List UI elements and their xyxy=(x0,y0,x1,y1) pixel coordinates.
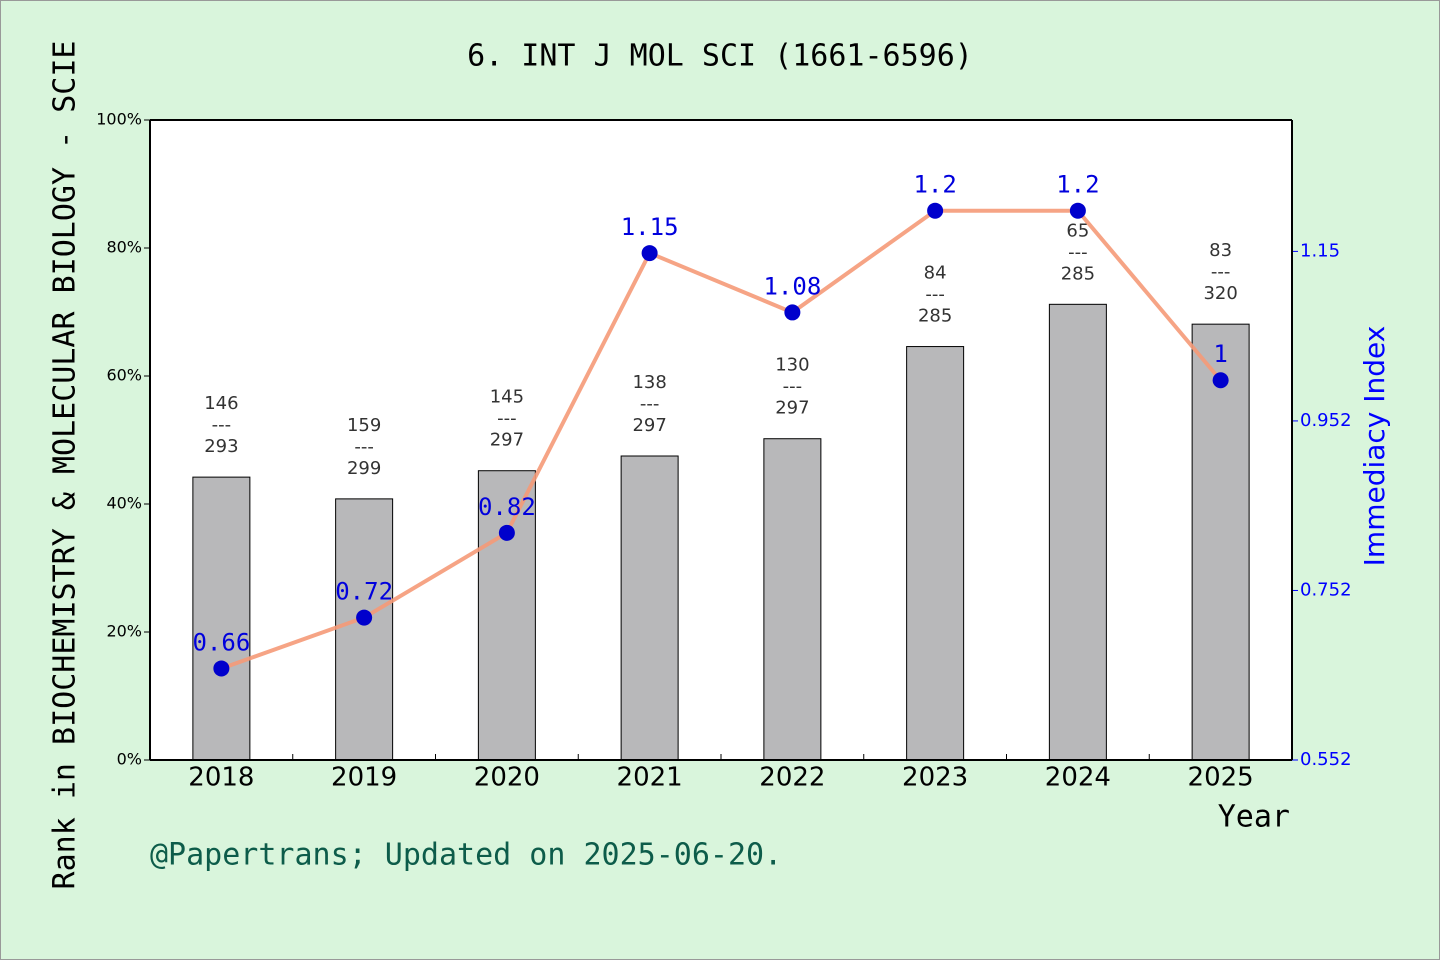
bar xyxy=(763,438,822,761)
bar-rank-label: 320 xyxy=(1203,283,1237,304)
line-value-label: 1 xyxy=(1213,340,1227,368)
line-marker xyxy=(498,524,515,541)
line-value-label: 0.82 xyxy=(478,493,536,521)
bar-rank-label: 285 xyxy=(1061,263,1095,284)
bar-rank-label: 297 xyxy=(490,430,524,451)
line-marker xyxy=(213,660,230,677)
bar xyxy=(1048,303,1107,761)
bar xyxy=(192,476,251,761)
y-tick-label: 20% xyxy=(106,622,142,641)
x-tick-label: 2020 xyxy=(474,763,540,793)
y-axis-label: Rank in BIOCHEMISTRY & MOLECULAR BIOLOGY… xyxy=(48,41,83,890)
bar-rank-label: 145 xyxy=(490,387,524,408)
line-value-label: 0.72 xyxy=(335,578,393,606)
y2-tick-label: 0.552 xyxy=(1300,749,1352,770)
x-axis-label: Year xyxy=(1218,800,1290,835)
line-marker xyxy=(356,609,373,626)
bar xyxy=(1191,323,1250,761)
y-tick-label: 0% xyxy=(117,750,142,769)
bar-rank-label: 83 xyxy=(1209,240,1232,261)
plot-area xyxy=(150,120,1292,760)
bar-rank-label: 297 xyxy=(632,415,666,436)
y2-tick-label: 0.952 xyxy=(1300,410,1352,431)
bar-rank-label: --- xyxy=(354,436,374,457)
x-tick-label: 2018 xyxy=(188,763,254,793)
bar-rank-label: --- xyxy=(640,394,660,415)
marks: 0% 20% 40% 60% 80% 100% 0.552 0.752 0.952 1.15 146… xyxy=(96,110,1351,793)
footer: @Papertrans; Updated on 2025-06-20. xyxy=(150,838,782,873)
bar-rank-label: 297 xyxy=(775,398,809,419)
line-marker xyxy=(927,202,944,219)
bar-rank-label: --- xyxy=(925,284,945,305)
x-tick-label: 2023 xyxy=(902,763,968,793)
bar-rank-label: 84 xyxy=(924,263,947,284)
bar-rank-label: --- xyxy=(1068,242,1088,263)
y2-axis-label: Immediacy Index xyxy=(1358,326,1391,567)
y-tick-label: 40% xyxy=(106,494,142,513)
line-value-label: 1.08 xyxy=(763,272,821,300)
bar xyxy=(335,498,394,761)
bar xyxy=(906,346,965,761)
y-tick-label: 60% xyxy=(106,366,142,385)
x-tick-label: 2022 xyxy=(759,763,825,793)
line-value-label: 1.2 xyxy=(1056,171,1099,199)
line-marker xyxy=(641,245,658,262)
bar-rank-label: 299 xyxy=(347,458,381,479)
y2-tick-label: 0.752 xyxy=(1300,579,1352,600)
x-tick-label: 2019 xyxy=(331,763,397,793)
bar-rank-label: --- xyxy=(497,408,517,429)
x-tick-label: 2025 xyxy=(1188,763,1254,793)
x-tick-label: 2024 xyxy=(1045,763,1111,793)
line-marker xyxy=(784,304,801,321)
line-marker xyxy=(1069,202,1086,219)
line xyxy=(220,208,1223,671)
bar xyxy=(620,455,679,761)
y-tick-label: 100% xyxy=(96,110,142,129)
bar-rank-label: 65 xyxy=(1066,220,1089,241)
line-value-label: 1.2 xyxy=(913,171,956,199)
line-value-label: 1.15 xyxy=(621,213,679,241)
chart-title: 6. INT J MOL SCI (1661-6596) xyxy=(467,39,973,74)
y-tick-label: 80% xyxy=(106,238,142,257)
bar-rank-label: 285 xyxy=(918,306,952,327)
x-tick-label: 2021 xyxy=(617,763,683,793)
bar-rank-label: 138 xyxy=(632,372,666,393)
bar-rank-label: --- xyxy=(212,415,232,436)
line-value-label: 0.66 xyxy=(192,628,250,656)
bar-rank-label: --- xyxy=(1211,262,1231,283)
y2-tick-label: 1.15 xyxy=(1300,240,1340,261)
line-marker xyxy=(1212,372,1229,389)
bar-rank-label: 146 xyxy=(204,393,238,414)
bar xyxy=(477,470,536,761)
bar-rank-label: 293 xyxy=(204,436,238,457)
bar-rank-label: 130 xyxy=(775,355,809,376)
bar-rank-label: --- xyxy=(783,376,803,397)
bar-rank-label: 159 xyxy=(347,415,381,436)
